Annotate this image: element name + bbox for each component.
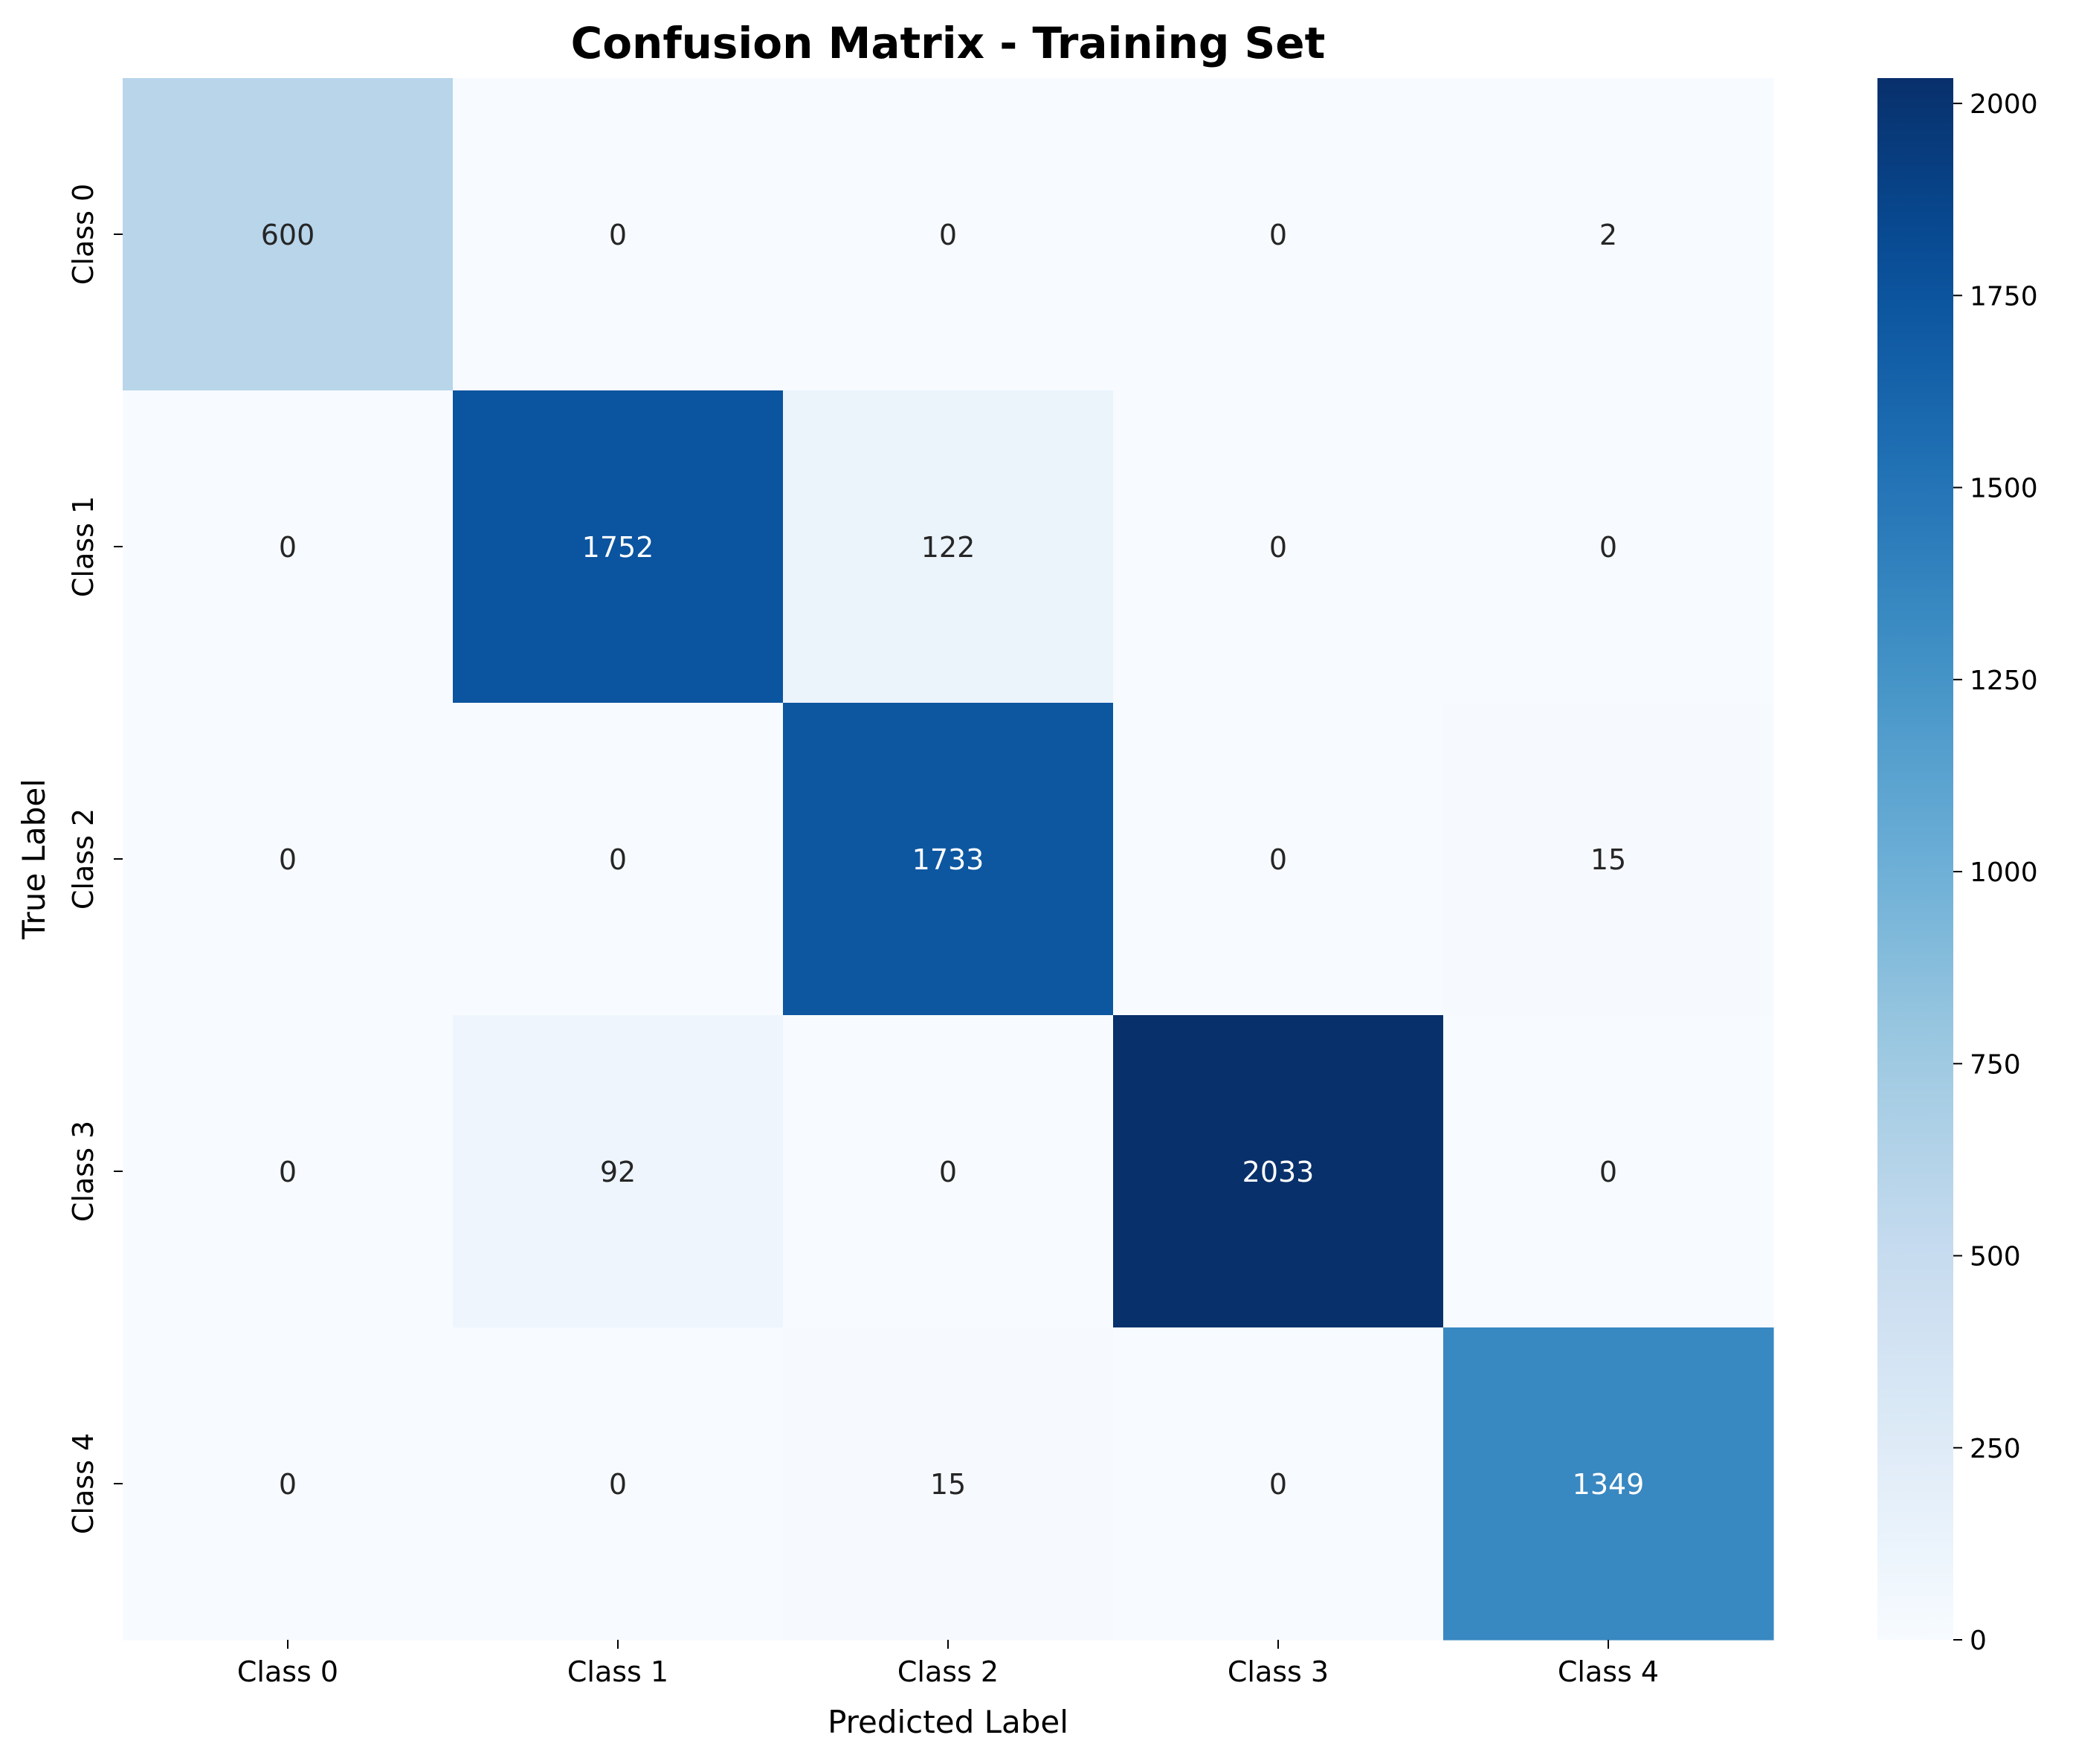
cell-value-label: 0	[279, 1156, 297, 1188]
x-tick-label: Class 1	[567, 1655, 668, 1688]
colorbar-ticks: 0 250 500 750 1000 1250 1500 1750 2000	[1953, 89, 2038, 1656]
cell-value-label: 0	[1599, 1156, 1617, 1188]
cell-value-label: 1733	[912, 843, 984, 876]
heatmap-cell	[123, 1015, 454, 1328]
cell-value-label: 0	[939, 219, 957, 251]
heatmap-cell	[783, 1015, 1114, 1328]
cell-value-label: 15	[930, 1468, 966, 1501]
cell-value-label: 15	[1590, 843, 1626, 876]
cell-value-label: 92	[600, 1156, 636, 1188]
colorbar-tick-label: 1000	[1970, 857, 2038, 888]
cell-value-label: 0	[279, 1468, 297, 1501]
cell-value-label: 2	[1599, 219, 1617, 251]
heatmap-cell	[453, 703, 784, 1016]
y-axis-label: True Label	[16, 779, 52, 940]
colorbar-tick-label: 2000	[1970, 89, 2038, 120]
heatmap-cell	[1113, 390, 1444, 704]
cell-value-label: 0	[609, 219, 627, 251]
heatmap-cell	[783, 78, 1114, 391]
colorbar	[1877, 78, 1953, 1640]
x-tick-label: Class 3	[1228, 1655, 1329, 1688]
heatmap-cell	[783, 703, 1114, 1016]
cell-value-label: 122	[921, 531, 976, 564]
y-tick-label: Class 3	[67, 1121, 100, 1222]
cell-value-label: 0	[1269, 1468, 1287, 1501]
heatmap-cell	[1443, 703, 1774, 1016]
cell-value-label: 0	[1269, 531, 1287, 564]
heatmap-cell	[1113, 1327, 1444, 1641]
y-tick-label: Class 0	[67, 184, 100, 285]
heatmap-cell	[1443, 1327, 1774, 1641]
heatmap-cell	[453, 390, 784, 704]
heatmap-cell	[1113, 1015, 1444, 1328]
colorbar-tick-label: 250	[1970, 1434, 2021, 1464]
cell-value-label: 0	[279, 843, 297, 876]
colorbar-tick-label: 750	[1970, 1049, 2021, 1080]
cell-value-label: 1349	[1573, 1468, 1645, 1501]
colorbar-tick-label: 500	[1970, 1242, 2021, 1272]
cell-value-label: 0	[1269, 219, 1287, 251]
colorbar-tick-label: 1250	[1970, 666, 2038, 696]
colorbar-tick-label: 0	[1970, 1626, 1987, 1656]
cell-value-label: 1752	[582, 531, 654, 564]
y-axis-ticks: Class 0 Class 1 Class 2 Class 3 Class 4	[67, 184, 123, 1534]
heatmap-cell	[783, 390, 1114, 704]
y-tick-label: Class 2	[67, 808, 100, 910]
heatmap-cell	[123, 1327, 454, 1641]
colorbar-tick-label: 1500	[1970, 474, 2038, 504]
cell-value-label: 0	[1269, 843, 1287, 876]
heatmap-cell	[1113, 78, 1444, 391]
cell-value-label: 0	[939, 1156, 957, 1188]
cell-value-label: 0	[279, 531, 297, 564]
cell-labels: 600 0 0 0 2 0 1752 122 0 0 0 0 1733 0 15 0 92 0 2033 0 0 0 15 0…	[261, 219, 1645, 1501]
heatmap-cell	[1443, 1015, 1774, 1328]
heatmap-cell	[783, 1327, 1114, 1641]
colorbar-tick-label: 1750	[1970, 281, 2038, 312]
heatmap-cell	[123, 78, 454, 391]
heatmap-cell	[453, 1015, 784, 1328]
heatmap-cell	[1113, 703, 1444, 1016]
chart-title: Confusion Matrix - Training Set	[571, 18, 1326, 68]
x-axis-label: Predicted Label	[828, 1704, 1068, 1740]
heatmap-cell	[453, 1327, 784, 1641]
heatmap-cell	[123, 390, 454, 704]
x-axis-ticks: Class 0 Class 1 Class 2 Class 3 Class 4	[237, 1640, 1659, 1688]
cell-value-label: 600	[261, 219, 315, 251]
heatmap-cell	[1443, 390, 1774, 704]
y-tick-label: Class 4	[67, 1433, 100, 1534]
x-tick-label: Class 4	[1558, 1655, 1659, 1688]
cell-value-label: 0	[609, 1468, 627, 1501]
heatmap-cell	[123, 703, 454, 1016]
cell-value-label: 0	[1599, 531, 1617, 564]
heatmap-cells	[123, 78, 1774, 1641]
heatmap-cell	[1443, 78, 1774, 391]
y-tick-label: Class 1	[67, 496, 100, 597]
x-tick-label: Class 2	[897, 1655, 999, 1688]
heatmap-cell	[453, 78, 784, 391]
cell-value-label: 0	[609, 843, 627, 876]
x-tick-label: Class 0	[237, 1655, 338, 1688]
cell-value-label: 2033	[1242, 1156, 1315, 1188]
